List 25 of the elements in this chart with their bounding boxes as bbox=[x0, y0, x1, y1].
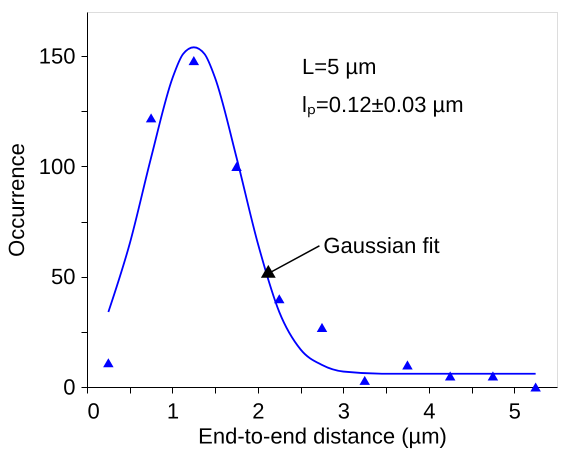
annotation: Gaussian fit bbox=[323, 232, 440, 258]
x-tick-label: 3 bbox=[338, 398, 350, 424]
point bbox=[274, 294, 285, 304]
point bbox=[359, 376, 370, 385]
y-tick-label: 150 bbox=[38, 44, 76, 69]
x-tick-label: 4 bbox=[423, 398, 436, 424]
annotation: L=5 µm bbox=[302, 54, 376, 79]
point bbox=[316, 322, 328, 332]
point bbox=[188, 56, 200, 66]
x-tick-label: 0 bbox=[88, 398, 100, 424]
x-tick-label: 5 bbox=[508, 398, 521, 424]
y-axis-title: Occurrence bbox=[4, 143, 29, 257]
point bbox=[488, 371, 498, 381]
point bbox=[402, 360, 413, 370]
point bbox=[103, 358, 114, 368]
point bbox=[444, 371, 456, 381]
y-tick-label: 0 bbox=[63, 374, 76, 400]
x-tick-label: 2 bbox=[252, 398, 265, 424]
x-axis-title: End-to-end distance (µm) bbox=[198, 424, 447, 448]
annotation: lₚ=0.12±0.03 µm bbox=[302, 92, 464, 118]
point bbox=[146, 113, 156, 122]
y-tick-label: 100 bbox=[38, 154, 76, 179]
point bbox=[530, 382, 541, 392]
y-tick-label: 50 bbox=[51, 264, 76, 290]
x-tick-label: 1 bbox=[166, 398, 180, 424]
